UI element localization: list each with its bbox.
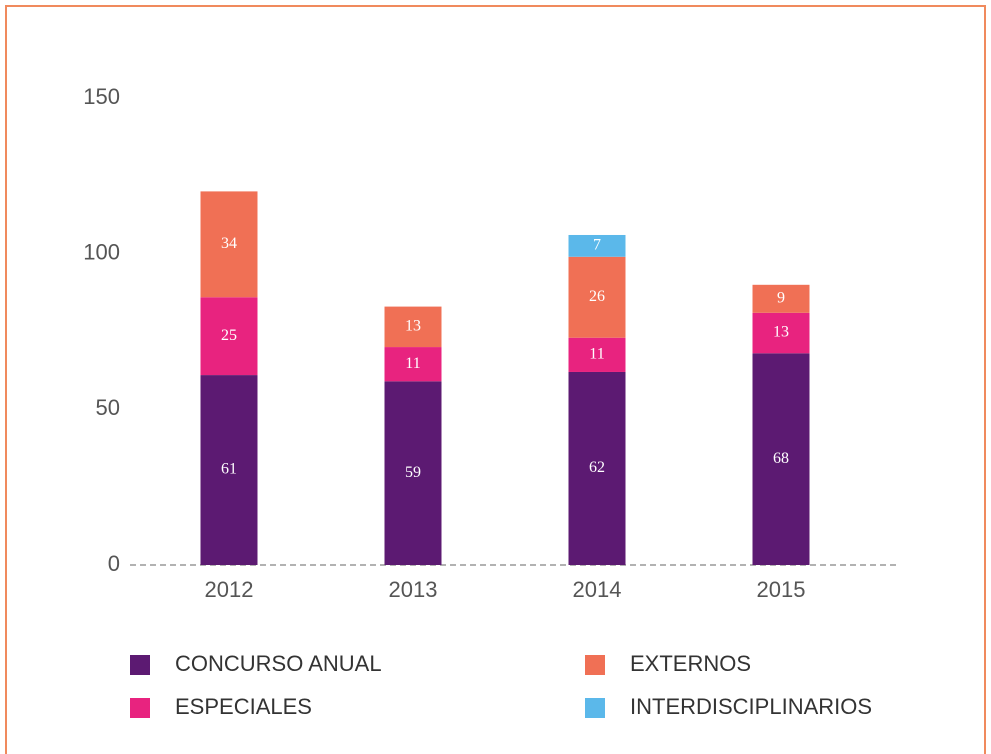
bar-segment	[568, 234, 626, 257]
bar-segment	[752, 284, 810, 313]
data-label: 68	[773, 450, 789, 467]
data-label: 11	[589, 346, 604, 363]
x-tick-label: 2014	[573, 577, 622, 602]
bar-segment	[568, 337, 626, 372]
y-tick-label: 50	[96, 395, 120, 420]
data-label: 59	[405, 464, 421, 481]
bar-segment	[568, 371, 626, 565]
bar-segment	[384, 381, 442, 565]
data-label: 13	[773, 324, 789, 341]
data-label: 13	[405, 318, 421, 335]
data-label: 34	[221, 235, 237, 252]
bar-segment	[200, 191, 258, 298]
data-label: 62	[589, 459, 605, 476]
bar-segment	[752, 312, 810, 354]
legend-label: EXTERNOS	[630, 651, 751, 676]
data-label: 26	[589, 288, 605, 305]
frame	[5, 5, 986, 754]
y-tick-label: 0	[108, 551, 120, 576]
data-label: 7	[593, 237, 601, 254]
bar-segment	[384, 347, 442, 382]
legend-swatch	[585, 698, 605, 718]
y-tick-label: 150	[83, 84, 120, 109]
x-tick-label: 2012	[205, 577, 254, 602]
bar-segment	[200, 375, 258, 565]
bar-segment	[568, 256, 626, 338]
legend-swatch	[130, 655, 150, 675]
bar-segment	[384, 306, 442, 348]
bar-segment	[200, 297, 258, 376]
bar-segment	[752, 353, 810, 565]
legend-label: CONCURSO ANUAL	[175, 651, 382, 676]
legend-swatch	[585, 655, 605, 675]
legend-label: ESPECIALES	[175, 694, 312, 719]
data-label: 61	[221, 461, 237, 478]
x-tick-label: 2013	[389, 577, 438, 602]
data-label: 25	[221, 327, 237, 344]
x-tick-label: 2015	[757, 577, 806, 602]
data-label: 9	[777, 289, 785, 306]
legend-label: INTERDISCIPLINARIOS	[630, 694, 872, 719]
data-label: 11	[405, 355, 420, 372]
y-tick-label: 100	[83, 239, 120, 264]
legend-swatch	[130, 698, 150, 718]
